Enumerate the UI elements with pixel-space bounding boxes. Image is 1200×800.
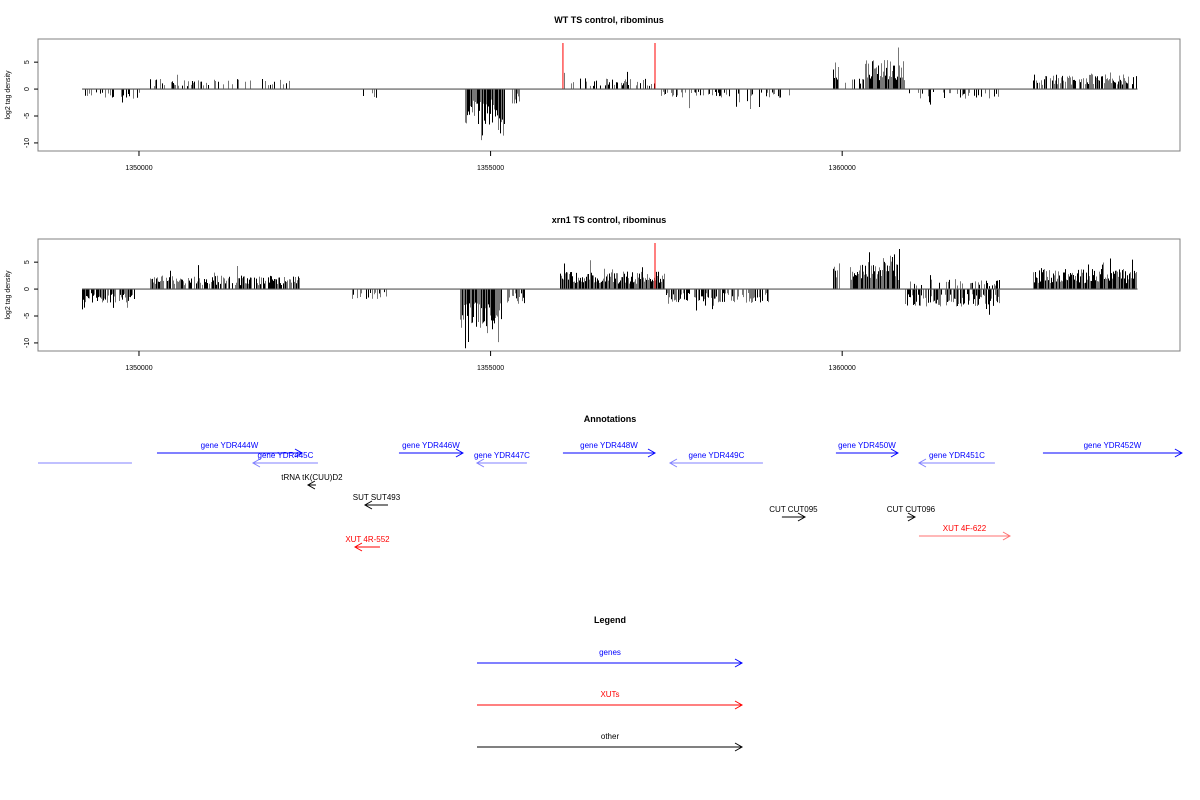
x-tick-label: 1350000 (125, 365, 152, 372)
bar-marks (82, 243, 1138, 349)
annotation-feature: SUT SUT493 (353, 493, 401, 510)
feature-arrowhead-icon (1002, 531, 1011, 541)
legend-label: genes (599, 648, 621, 657)
plot-frame (37, 38, 1181, 152)
panel-title: xrn1 TS control, ribominus (552, 215, 667, 225)
feature-label: SUT SUT493 (353, 493, 401, 502)
legend-entry-genes: genes (477, 648, 744, 668)
feature-arrowhead-icon (353, 542, 363, 552)
legend-arrowhead-icon (734, 658, 744, 668)
legend-entry-other: other (477, 732, 744, 752)
y-tick-label: -10 (24, 138, 31, 148)
feature-label: CUT CUT095 (769, 505, 818, 514)
feature-arrowhead-icon (455, 448, 464, 458)
annotation-feature: gene YDR444W (156, 441, 303, 458)
feature-label: gene YDR450W (838, 441, 896, 450)
feature-label: gene YDR444W (201, 441, 259, 450)
x-tick-label: 1360000 (829, 165, 856, 172)
annotation-feature: gene YDR452W (1042, 441, 1183, 458)
y-tick-label: -5 (24, 113, 31, 119)
feature-arrowhead-icon (294, 448, 303, 458)
feature-arrowhead-icon (251, 458, 261, 468)
feature-arrowhead-icon (306, 480, 316, 490)
annotation-feature: CUT CUT096 (887, 505, 936, 522)
y-tick-label: 5 (24, 60, 31, 64)
feature-arrowhead-icon (797, 512, 806, 522)
legend: Legend genes XUTs other (477, 615, 744, 752)
feature-label: XUT 4R-552 (345, 535, 390, 544)
feature-arrowhead-icon (907, 512, 916, 522)
y-tick-label: 0 (24, 87, 31, 91)
feature-label: gene YDR449C (689, 451, 745, 460)
x-tick-label: 1355000 (477, 365, 504, 372)
annotation-feature: gene YDR449C (668, 451, 763, 468)
feature-label: gene YDR447C (474, 451, 530, 460)
feature-label: gene YDR448W (580, 441, 638, 450)
annotation-feature: XUT 4R-552 (345, 535, 390, 552)
annotation-feature: gene YDR448W (562, 441, 656, 458)
annotation-feature: XUT 4F-622 (918, 524, 1011, 541)
feature-arrowhead-icon (475, 458, 485, 468)
y-tick-label: 5 (24, 260, 31, 264)
feature-arrowhead-icon (890, 448, 899, 458)
annotation-feature: gene YDR451C (917, 451, 995, 468)
feature-label: gene YDR451C (929, 451, 985, 460)
annotation-feature: gene YDR450W (835, 441, 899, 458)
y-axis-label: log2 tag density (5, 70, 12, 120)
feature-label: XUT 4F-622 (943, 524, 987, 533)
annotation-feature: tRNA tK(CUU)D2 (281, 473, 343, 490)
annotation-feature: gene YDR446W (398, 441, 464, 458)
annotations-title: Annotations (584, 414, 637, 424)
annotation-feature: gene YDR445C (251, 451, 318, 468)
panel-wt: WT TS control, ribominus log2 tag densit… (5, 15, 1181, 172)
legend-label: other (601, 732, 620, 741)
panel-title: WT TS control, ribominus (554, 15, 664, 25)
feature-label: tRNA tK(CUU)D2 (281, 473, 343, 482)
x-tick-label: 1350000 (125, 165, 152, 172)
legend-label: XUTs (600, 690, 619, 699)
feature-arrowhead-icon (647, 448, 656, 458)
feature-arrowhead-icon (668, 458, 678, 468)
feature-label: gene YDR446W (402, 441, 460, 450)
feature-label: gene YDR452W (1084, 441, 1142, 450)
legend-arrowhead-icon (734, 700, 744, 710)
y-tick-label: -5 (24, 313, 31, 319)
annotation-feature: CUT CUT095 (769, 505, 818, 522)
feature-arrowhead-icon (1174, 448, 1183, 458)
x-tick-label: 1360000 (829, 365, 856, 372)
panel-xrn1: xrn1 TS control, ribominus log2 tag dens… (5, 215, 1181, 372)
y-axis-label: log2 tag density (5, 270, 12, 320)
legend-entry-xuts: XUTs (477, 690, 744, 710)
x-tick-label: 1355000 (477, 165, 504, 172)
feature-arrowhead-icon (363, 500, 373, 510)
annotation-feature: gene YDR447C (474, 451, 530, 468)
y-tick-label: -10 (24, 338, 31, 348)
y-tick-label: 0 (24, 287, 31, 291)
bar-marks (82, 43, 1138, 141)
feature-label: gene YDR445C (258, 451, 314, 460)
feature-arrowhead-icon (917, 458, 927, 468)
legend-arrowhead-icon (734, 742, 744, 752)
legend-title: Legend (594, 615, 626, 625)
plot-frame (37, 238, 1181, 352)
feature-label: CUT CUT096 (887, 505, 936, 514)
